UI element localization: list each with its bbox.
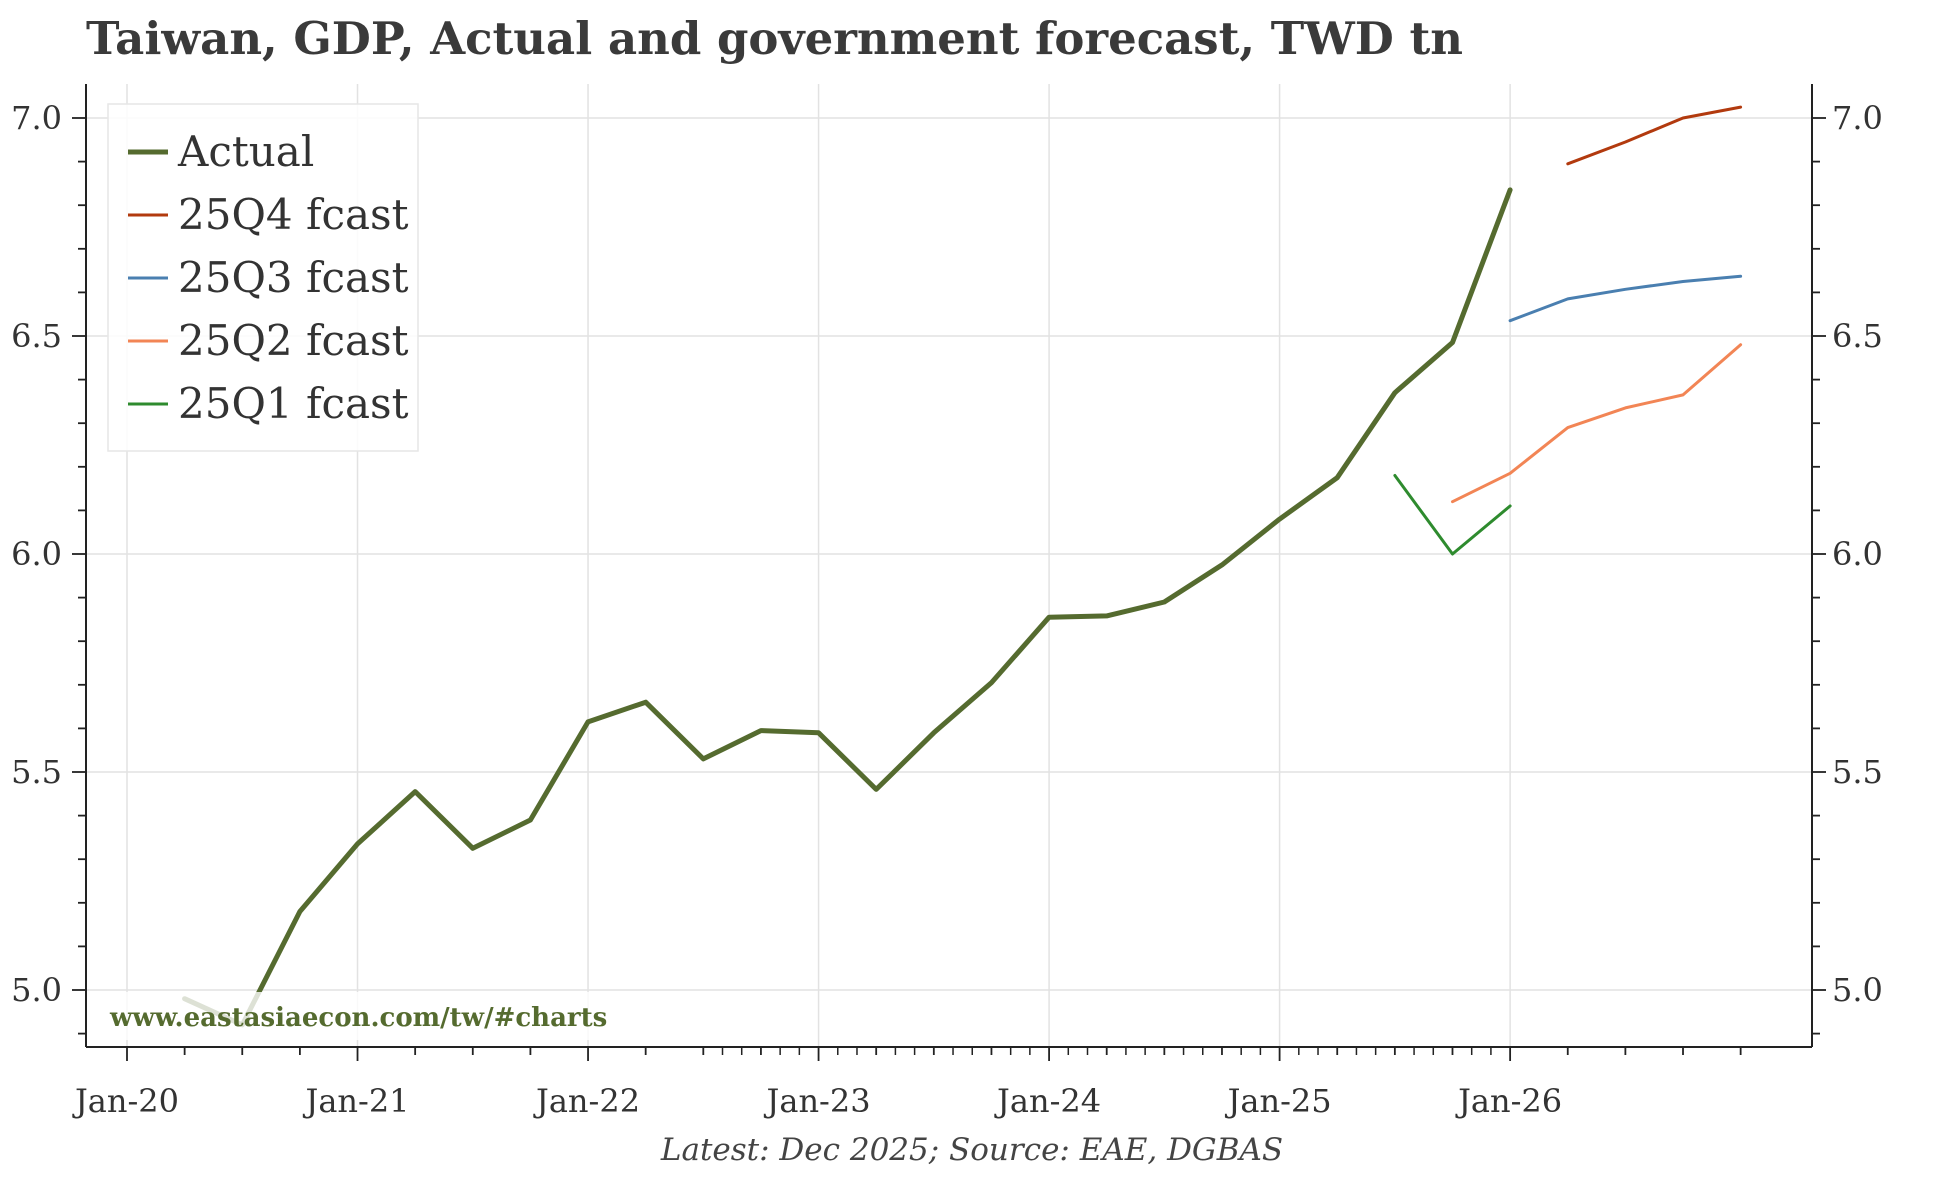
x-tick-label: Jan-22 bbox=[533, 1082, 640, 1120]
series-line-25q3-fcast bbox=[1508, 274, 1743, 323]
y-tick-label-right: 5.5 bbox=[1832, 753, 1883, 791]
y-tick-label-left: 5.0 bbox=[11, 971, 62, 1009]
series-line-25q1-fcast bbox=[1393, 474, 1512, 556]
chart-title: Taiwan, GDP, Actual and government forec… bbox=[86, 12, 1463, 65]
y-tick-label-left: 7.0 bbox=[11, 99, 62, 137]
gridlines bbox=[86, 84, 1812, 1047]
x-tick-label: Jan-25 bbox=[1225, 1082, 1332, 1120]
y-tick-label-left: 6.5 bbox=[11, 317, 62, 355]
x-tick-label: Jan-24 bbox=[994, 1082, 1101, 1120]
series-line-actual bbox=[182, 187, 1513, 1028]
y-tick-label-right: 6.0 bbox=[1832, 535, 1883, 573]
x-tick-label: Jan-26 bbox=[1455, 1082, 1562, 1120]
watermark-bg bbox=[98, 992, 628, 1040]
legend-label: 25Q1 fcast bbox=[178, 379, 409, 428]
ticks: 5.0 5.0 5.5 5.5 6.0 6.0 6.5 6.5 7.0 7.0 Jan-20 Jan-… bbox=[11, 99, 1883, 1120]
axes bbox=[85, 84, 1813, 1048]
x-tick-label: Jan-23 bbox=[764, 1082, 871, 1120]
y-tick-label-right: 7.0 bbox=[1832, 99, 1883, 137]
legend-label: 25Q4 fcast bbox=[178, 190, 409, 239]
series-line-25q4-fcast bbox=[1566, 105, 1743, 166]
series-line-25q2-fcast bbox=[1451, 343, 1743, 504]
x-tick-label: Jan-21 bbox=[302, 1082, 409, 1120]
legend-label: Actual bbox=[177, 127, 314, 176]
legend: Actual 25Q4 fcast 25Q3 fcast 25Q2 fcast 25Q1… bbox=[107, 103, 419, 452]
y-tick-label-right: 6.5 bbox=[1832, 317, 1883, 355]
series-layer bbox=[182, 105, 1743, 1028]
y-tick-label-left: 5.5 bbox=[11, 753, 62, 791]
legend-label: 25Q2 fcast bbox=[178, 316, 409, 365]
y-tick-label-left: 6.0 bbox=[11, 535, 62, 573]
source-caption: Latest: Dec 2025; Source: EAE, DGBAS bbox=[660, 1132, 1284, 1168]
watermark: www.eastasiaecon.com/tw/#charts bbox=[98, 992, 628, 1040]
legend-label: 25Q3 fcast bbox=[178, 253, 409, 302]
watermark-text: www.eastasiaecon.com/tw/#charts bbox=[109, 1003, 607, 1033]
x-tick-label: Jan-20 bbox=[72, 1082, 179, 1120]
y-tick-label-right: 5.0 bbox=[1832, 971, 1883, 1009]
